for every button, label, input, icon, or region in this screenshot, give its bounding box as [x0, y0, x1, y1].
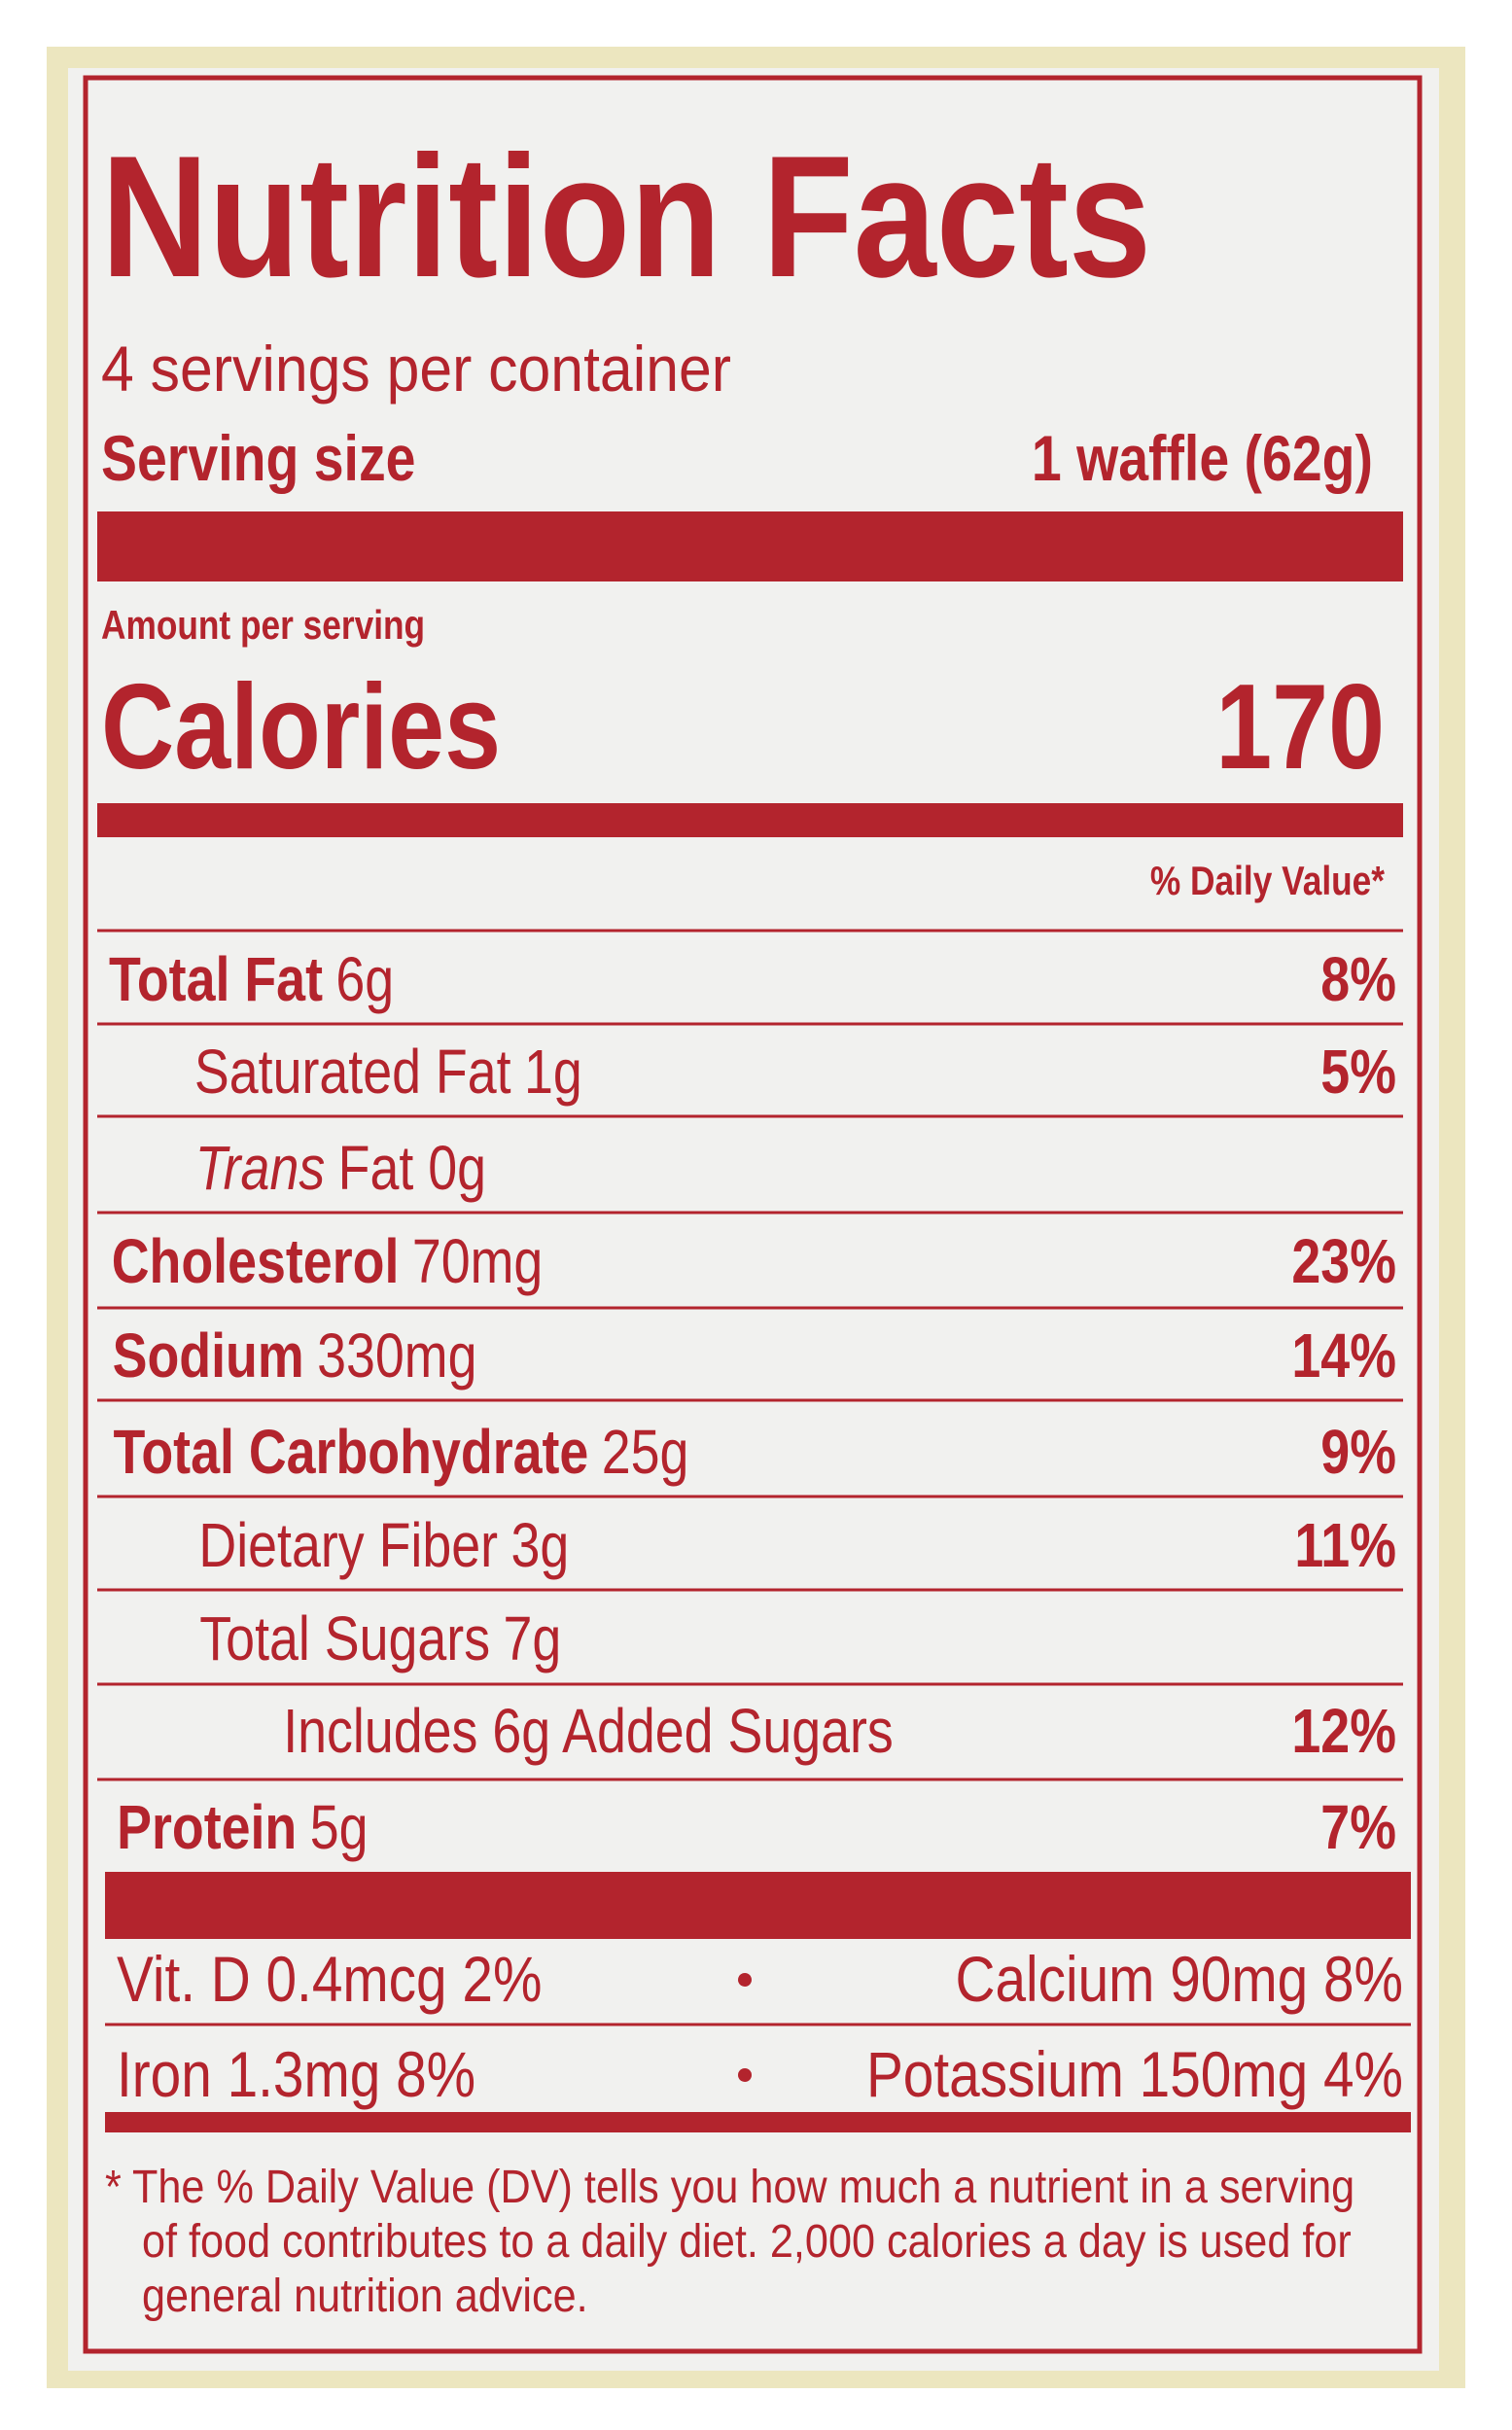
label-panel [68, 68, 1439, 2371]
label-border [83, 75, 1423, 2354]
footnote-line: general nutrition advice. [142, 2270, 588, 2322]
nutrient-dv: 7% [1320, 1792, 1396, 1863]
vitamin-left: Iron 1.3mg 8% [117, 2039, 475, 2111]
nutrient-amount: 25g [602, 1417, 689, 1488]
thick-bar [105, 1872, 1411, 1939]
nutrient-amount: 5g [310, 1792, 369, 1863]
daily-value-header: % Daily Value* [1150, 859, 1386, 904]
nutrient-name: Dietary Fiber [198, 1510, 498, 1581]
nutrient-amount: 3g [511, 1510, 570, 1581]
nutrient-dv: 9% [1320, 1417, 1396, 1488]
nutrient-dv: 5% [1320, 1037, 1396, 1108]
bullet [738, 2068, 752, 2082]
nutrient-name: Includes 6g Added Sugars [283, 1696, 894, 1767]
nutrient-dv: 8% [1320, 944, 1396, 1015]
thick-bar [97, 511, 1403, 581]
medium-bar [97, 803, 1403, 837]
calories-value: 170 [1215, 659, 1385, 794]
nutrient-name: Protein [117, 1792, 297, 1863]
serving-size-value: 1 waffle (62g) [1032, 422, 1373, 494]
nutrient-row: Includes 6g Added Sugars [283, 1696, 894, 1767]
nutrient-amount: 70mg [412, 1226, 543, 1297]
nutrient-row: Saturated Fat 1g [194, 1037, 582, 1108]
nutrient-name: Sodium [113, 1321, 304, 1391]
calories-label: Calories [101, 659, 501, 794]
vitamin-right: Potassium 150mg 4% [866, 2039, 1403, 2111]
nutrient-row: Cholesterol 70mg [112, 1226, 544, 1297]
serving-size-label: Serving size [101, 422, 415, 494]
nutrient-amount: 6g [335, 944, 394, 1015]
nutrient-row: Trans Fat 0g [195, 1133, 486, 1204]
nutrient-amount: Fat 0g [338, 1133, 486, 1204]
nutrient-name: Cholesterol [112, 1226, 400, 1297]
vitamin-right: Calcium 90mg 8% [955, 1944, 1403, 2016]
nutrient-amount: 330mg [317, 1321, 476, 1391]
nutrient-dv: 23% [1291, 1226, 1396, 1297]
nutrient-name: Saturated Fat [194, 1037, 511, 1108]
nutrient-dv: 12% [1291, 1696, 1396, 1767]
title: Nutrition Facts [101, 121, 1151, 313]
nutrient-name: Total Carbohydrate [114, 1417, 589, 1488]
nutrient-name: Total Sugars [199, 1603, 490, 1674]
servings: 4 servings per container [101, 335, 731, 405]
nutrient-row: Total Sugars 7g [199, 1603, 561, 1674]
nutrient-name: Trans [195, 1133, 325, 1204]
nutrient-dv: 14% [1291, 1321, 1396, 1391]
bullet [738, 1973, 752, 1987]
footnote-line: of food contributes to a daily diet. 2,0… [142, 2215, 1352, 2268]
nutrient-row: Sodium 330mg [113, 1321, 477, 1391]
nutrient-row: Total Carbohydrate 25g [114, 1417, 689, 1488]
medium-bar [105, 2112, 1411, 2132]
nutrient-name: Total Fat [109, 944, 323, 1015]
footnote-line: * The % Daily Value (DV) tells you how m… [105, 2161, 1354, 2213]
nutrient-amount: 7g [504, 1603, 562, 1674]
nutrient-row: Dietary Fiber 3g [198, 1510, 569, 1581]
amount-per-serving: Amount per serving [101, 603, 425, 649]
nutrient-row: Protein 5g [117, 1792, 368, 1863]
nutrient-row: Total Fat 6g [109, 944, 394, 1015]
vitamin-left: Vit. D 0.4mcg 2% [117, 1944, 542, 2016]
nutrient-dv: 11% [1294, 1510, 1396, 1581]
nutrient-amount: 1g [524, 1037, 582, 1108]
